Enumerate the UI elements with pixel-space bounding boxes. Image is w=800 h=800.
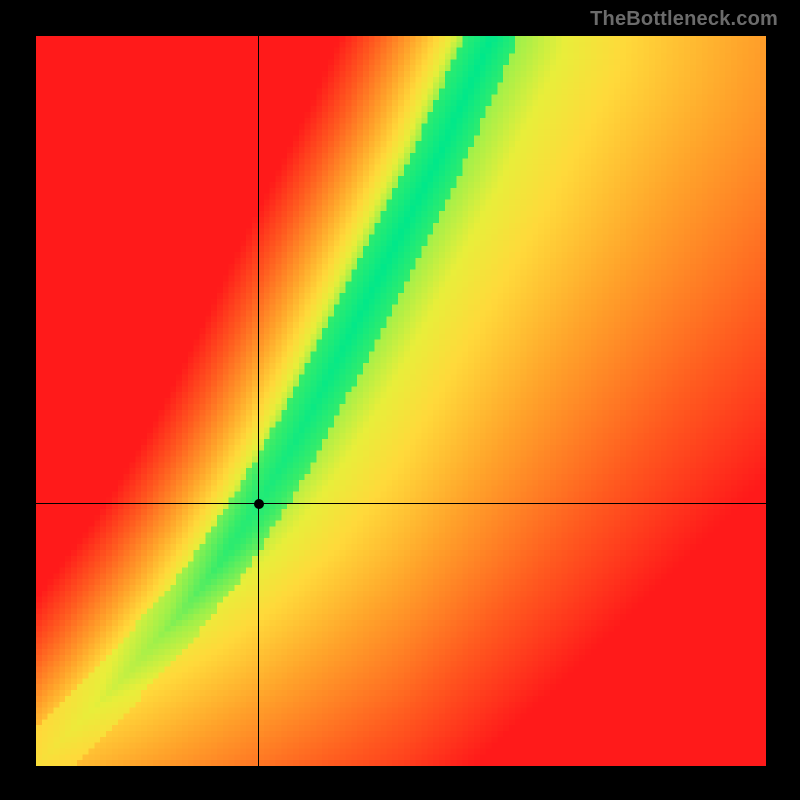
crosshair-horizontal [36,503,766,504]
heatmap-plot [36,36,766,766]
watermark-text: TheBottleneck.com [590,8,778,31]
heatmap-canvas [36,36,766,766]
crosshair-vertical [258,36,259,766]
marker-dot [254,499,264,509]
